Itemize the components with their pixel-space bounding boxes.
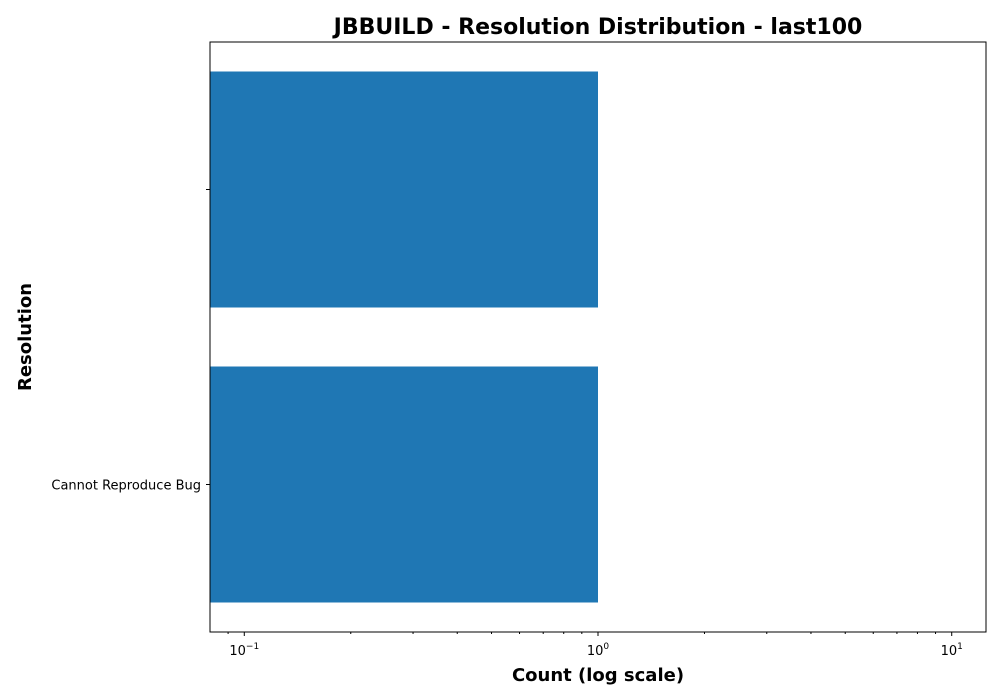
x-tick-label: 101 xyxy=(941,642,963,659)
chart-title: JBBUILD - Resolution Distribution - last… xyxy=(332,15,863,40)
plot-frame xyxy=(209,41,987,633)
y-axis: Cannot Reproduce Bug xyxy=(51,189,210,494)
x-axis: 10−1 100 101 xyxy=(227,632,963,659)
bar xyxy=(210,71,598,308)
x-tick-label: 100 xyxy=(587,642,610,659)
x-axis-label: Count (log scale) xyxy=(512,665,684,686)
plot-area xyxy=(210,71,598,603)
y-axis-label: Resolution xyxy=(15,283,36,391)
y-tick-label: Cannot Reproduce Bug xyxy=(51,479,201,494)
bar xyxy=(210,366,598,603)
x-tick-label: 10−1 xyxy=(229,642,259,659)
